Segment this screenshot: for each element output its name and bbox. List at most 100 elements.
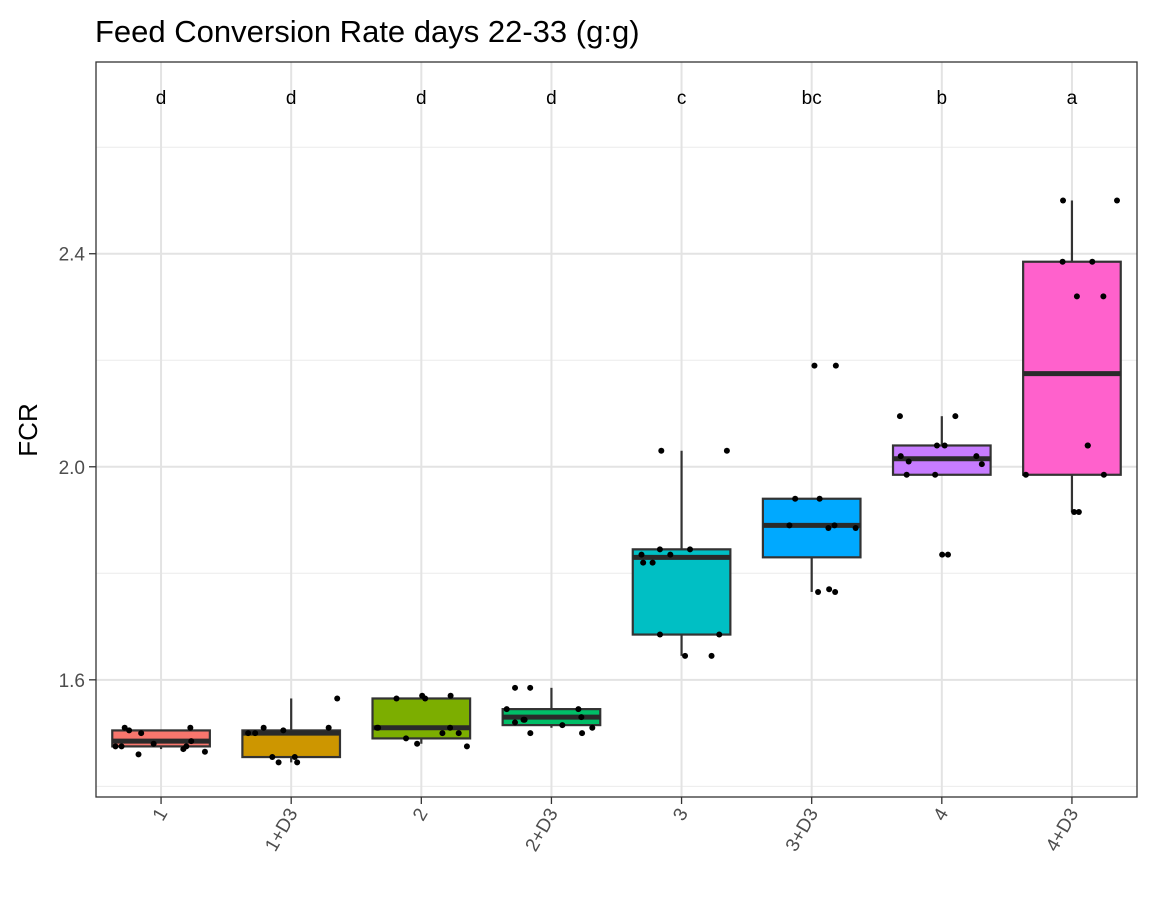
data-point <box>578 714 585 721</box>
significance-letter: bc <box>802 88 822 109</box>
significance-letter: d <box>546 88 557 109</box>
data-point <box>138 730 145 737</box>
y-axis-title: FCR <box>13 403 43 456</box>
data-point <box>393 695 400 702</box>
data-point <box>150 740 157 747</box>
data-point <box>978 461 985 468</box>
data-point <box>121 724 128 731</box>
data-point <box>414 740 421 747</box>
data-point <box>852 525 859 532</box>
box-3+D3 <box>761 497 862 592</box>
data-point <box>658 447 665 454</box>
data-point <box>1022 471 1029 478</box>
y-tick-label: 2.4 <box>59 245 86 266</box>
data-point <box>826 586 833 593</box>
x-tick-label: 3 <box>669 805 692 825</box>
data-point <box>687 546 694 553</box>
data-point <box>374 724 381 731</box>
data-point <box>118 743 125 750</box>
data-point <box>1071 509 1078 516</box>
data-point <box>1100 471 1107 478</box>
data-point <box>135 751 142 758</box>
data-point <box>294 759 301 766</box>
data-point <box>589 724 596 731</box>
iqr-box <box>111 729 211 748</box>
data-point <box>280 727 287 734</box>
point-layer <box>112 197 1121 766</box>
box-1 <box>111 729 211 750</box>
data-point <box>815 588 822 595</box>
data-point <box>933 442 940 449</box>
data-point <box>941 442 948 449</box>
data-point <box>832 588 839 595</box>
significance-letter: d <box>286 88 297 109</box>
data-point <box>638 551 645 558</box>
y-tick-label: 1.6 <box>59 671 85 692</box>
axis-layer: 1.6 2.0 2.4 1 1+D3 2 2+D3 3 3+D3 4 4+D3 <box>59 245 1084 856</box>
data-point <box>447 692 454 699</box>
significance-letter: c <box>677 88 687 109</box>
data-point <box>716 631 723 638</box>
box-2 <box>371 697 472 744</box>
data-point <box>1100 293 1107 300</box>
data-point <box>640 559 647 566</box>
x-tick-label: 3+D3 <box>782 805 823 855</box>
significance-letter: d <box>416 88 427 109</box>
data-point <box>832 362 839 369</box>
data-point <box>512 719 519 726</box>
data-point <box>455 730 462 737</box>
data-point <box>903 471 910 478</box>
data-point <box>649 559 656 566</box>
data-point <box>559 722 566 729</box>
x-tick-label: 1+D3 <box>261 805 302 855</box>
data-point <box>792 495 799 502</box>
box-1+D3 <box>241 698 342 763</box>
data-point <box>503 706 510 713</box>
data-point <box>183 743 190 750</box>
x-tick-label: 1 <box>149 805 172 825</box>
grid-layer <box>96 62 1137 797</box>
data-point <box>188 738 195 745</box>
significance-letter-layer: d d d d c bc b a <box>156 88 1078 109</box>
box-3 <box>631 450 732 656</box>
data-point <box>260 724 267 731</box>
box-4+D3 <box>1022 200 1122 513</box>
data-point <box>275 759 282 766</box>
data-point <box>896 413 903 420</box>
data-point <box>811 362 818 369</box>
data-point <box>575 706 582 713</box>
data-point <box>708 652 715 659</box>
iqr-box <box>631 548 732 636</box>
data-point <box>944 551 951 558</box>
data-point <box>447 724 454 731</box>
x-tick-label: 2 <box>409 805 432 825</box>
data-point <box>325 724 332 731</box>
data-point <box>527 730 534 737</box>
data-point <box>816 495 823 502</box>
data-point <box>419 692 426 699</box>
significance-letter: b <box>937 88 948 109</box>
data-point <box>269 754 276 761</box>
data-point <box>667 551 674 558</box>
data-point <box>201 748 208 755</box>
data-point <box>897 453 904 460</box>
data-point <box>825 525 832 532</box>
data-point <box>1059 258 1066 265</box>
data-point <box>1114 197 1121 204</box>
data-point <box>656 631 663 638</box>
chart-title: Feed Conversion Rate days 22-33 (g:g) <box>95 14 640 49</box>
data-point <box>831 522 838 529</box>
data-point <box>463 743 470 750</box>
data-point <box>682 652 689 659</box>
iqr-box <box>371 697 472 740</box>
data-point <box>656 546 663 553</box>
x-tick-label: 2+D3 <box>522 805 563 855</box>
plot-panel-border <box>95 61 1138 798</box>
data-point <box>1089 258 1096 265</box>
data-point <box>245 730 252 737</box>
box-layer <box>111 200 1122 763</box>
y-tick-label: 2.0 <box>59 458 85 479</box>
significance-letter: d <box>156 88 167 109</box>
